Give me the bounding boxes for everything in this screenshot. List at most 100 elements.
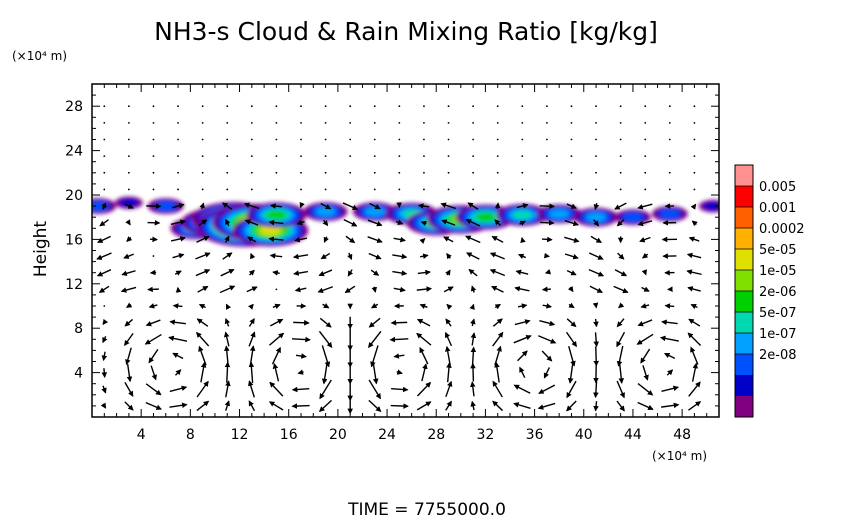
wind-vector [321, 345, 331, 368]
wind-vector [269, 381, 284, 397]
wind-vector-dot [570, 138, 573, 141]
wind-vector [467, 202, 479, 210]
wind-vector-dot [398, 188, 401, 191]
wind-vector [198, 219, 208, 227]
wind-vector [637, 401, 654, 410]
wind-vector [688, 236, 700, 242]
wind-vector [416, 318, 431, 327]
wind-vector [639, 236, 651, 243]
wind-vector [593, 346, 600, 367]
cloud-blob [92, 201, 109, 211]
wind-vector [416, 381, 432, 397]
wind-vector [489, 269, 506, 277]
wind-vector-dot [447, 188, 450, 191]
wind-vector-dot [324, 171, 327, 174]
x-tick-label: 32 [476, 427, 494, 443]
wind-vector [637, 203, 653, 210]
x-tick-label: 12 [231, 427, 249, 443]
wind-vector [320, 252, 331, 260]
wind-vector [470, 285, 477, 293]
chart-title: NH3-s Cloud & Rain Mixing Ratio [kg/kg] [154, 17, 658, 46]
wind-vector-dot [127, 188, 130, 191]
wind-vector [248, 380, 255, 398]
wind-vector [223, 345, 230, 366]
wind-vector [97, 235, 111, 244]
wind-vector [248, 303, 254, 310]
wind-vector-dot [398, 171, 401, 174]
wind-vector [564, 220, 579, 227]
wind-vector-dot [644, 188, 647, 191]
wind-vector-dot [226, 105, 229, 108]
wind-vector [691, 220, 698, 227]
wind-vector-dot [300, 105, 302, 108]
wind-vector-dot [177, 171, 179, 174]
colorbar-segment [735, 165, 753, 186]
wind-vector-dot [423, 138, 425, 141]
wind-vector-dot [693, 105, 696, 108]
wind-vector [492, 331, 504, 347]
wind-vector-dot [644, 121, 647, 124]
y-tick-label: 4 [74, 366, 83, 382]
wind-vector [368, 330, 382, 349]
wind-vector [636, 333, 654, 345]
wind-vector-dot [103, 305, 106, 307]
wind-vector [441, 219, 456, 226]
y-unit-label: (×10⁴ m) [12, 49, 67, 63]
wind-vector [372, 361, 379, 385]
wind-vector [642, 365, 649, 381]
wind-vector-dot [472, 188, 475, 191]
wind-vector [661, 319, 678, 326]
wind-vector-dot [619, 105, 622, 108]
wind-vector [539, 203, 555, 210]
wind-vector [686, 269, 702, 276]
wind-vector-dot [201, 171, 204, 174]
wind-vector [440, 202, 456, 210]
wind-vector [516, 203, 529, 209]
wind-vector-dot [472, 105, 475, 108]
colorbar-segment [735, 375, 753, 396]
wind-vector-dot [373, 138, 376, 141]
wind-vector-dot [545, 155, 548, 158]
wind-vector-dot [152, 138, 155, 141]
wind-vector [244, 219, 259, 226]
wind-vector [592, 302, 599, 309]
wind-vector [347, 252, 353, 261]
wind-vector [590, 235, 602, 244]
wind-vector-dot [103, 105, 106, 108]
wind-vector [446, 252, 452, 260]
wind-vector-dot [250, 188, 253, 191]
cloud-blob [659, 209, 680, 219]
wind-vector-dot [693, 138, 696, 141]
wind-vector-dot [373, 121, 376, 124]
colorbar-label: 2e-08 [759, 348, 797, 363]
wind-vector [566, 318, 577, 328]
wind-vector-dot [177, 105, 179, 108]
wind-vector [465, 218, 481, 227]
wind-vector [174, 369, 182, 376]
wind-vector [663, 352, 676, 360]
wind-vector [687, 286, 701, 292]
wind-vector-dot [398, 121, 401, 124]
wind-vector [641, 269, 647, 276]
wind-vector [494, 202, 501, 209]
wind-vector-dot [644, 138, 647, 141]
wind-vector [389, 336, 409, 343]
wind-vector-dot [545, 138, 548, 141]
wind-vector [564, 253, 579, 260]
wind-vector-dot [496, 138, 499, 141]
wind-vector-dot [668, 188, 671, 191]
wind-vector-dot [201, 138, 204, 141]
wind-vector-dot [447, 155, 450, 158]
wind-vector [271, 346, 281, 365]
wind-vector [342, 202, 359, 210]
wind-vector-dot [275, 171, 278, 174]
y-axis: 4 8 12 16 20 24 28 [65, 94, 719, 407]
wind-vector [637, 382, 654, 396]
wind-vector [637, 319, 653, 327]
wind-vector-dot [521, 188, 524, 191]
time-annotation: TIME = 7755000.0 [347, 500, 506, 519]
wind-vector [99, 219, 109, 227]
wind-vector [659, 335, 679, 342]
wind-vector-dot [250, 171, 253, 174]
